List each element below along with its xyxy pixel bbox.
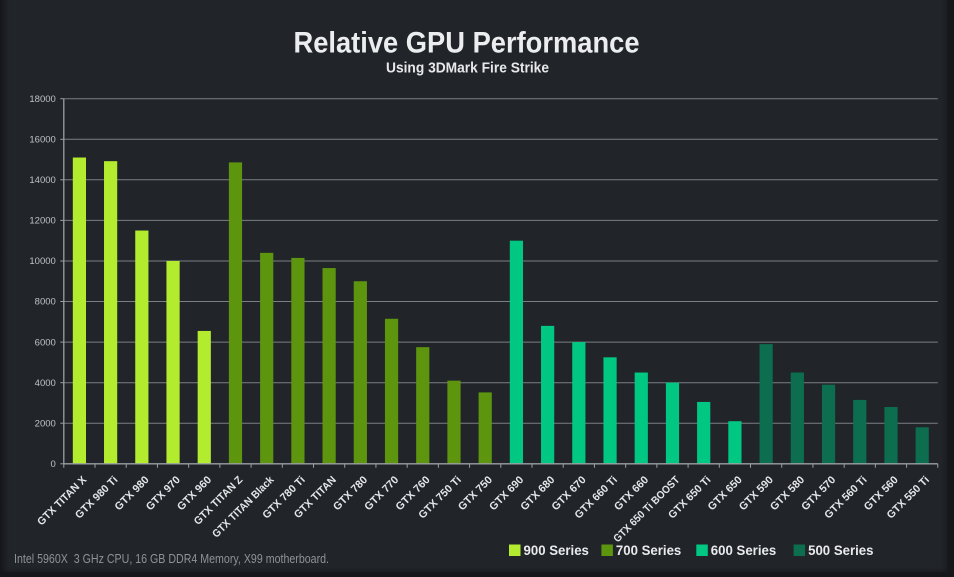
- svg-text:600 Series: 600 Series: [711, 543, 776, 558]
- svg-text:12000: 12000: [29, 216, 55, 227]
- svg-text:10000: 10000: [29, 256, 55, 267]
- svg-text:500 Series: 500 Series: [808, 543, 873, 558]
- svg-text:4000: 4000: [35, 378, 56, 389]
- svg-text:6000: 6000: [35, 337, 56, 348]
- svg-text:Relative GPU Performance: Relative GPU Performance: [294, 27, 640, 60]
- svg-text:Using 3DMark Fire Strike: Using 3DMark Fire Strike: [386, 61, 549, 77]
- svg-text:16000: 16000: [29, 135, 55, 146]
- svg-text:900 Series: 900 Series: [524, 543, 589, 558]
- svg-text:14000: 14000: [29, 175, 55, 186]
- svg-text:Intel 5960X 3 GHz CPU, 16 GB: Intel 5960X 3 GHz CPU, 16 GB DDR4 Memory…: [14, 551, 329, 566]
- svg-text:18000: 18000: [29, 94, 55, 105]
- svg-text:2000: 2000: [35, 418, 56, 429]
- svg-text:0: 0: [51, 459, 56, 470]
- svg-text:8000: 8000: [35, 297, 56, 308]
- svg-text:700 Series: 700 Series: [616, 543, 681, 558]
